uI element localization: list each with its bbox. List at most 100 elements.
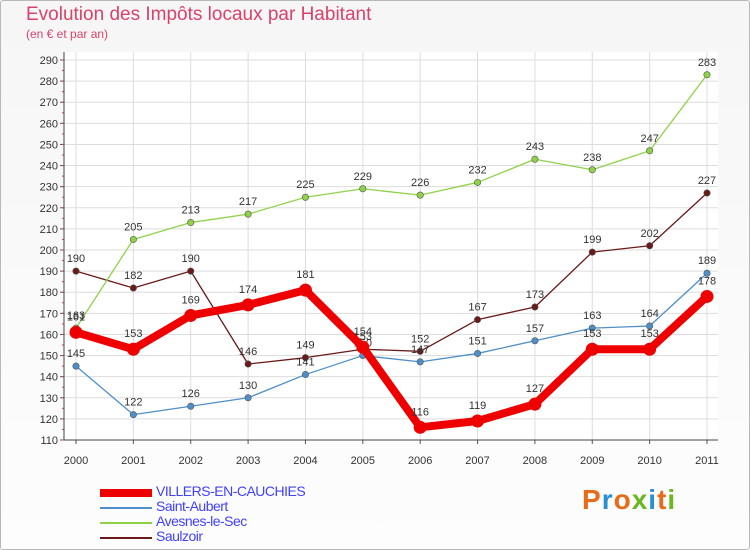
data-point xyxy=(531,155,539,163)
data-point xyxy=(646,242,654,250)
data-label: 199 xyxy=(583,234,601,246)
series-line-avesnes-le-sec xyxy=(75,74,708,329)
data-label: 147 xyxy=(411,344,429,356)
data-label: 202 xyxy=(640,228,658,240)
data-point xyxy=(187,219,195,227)
logo-letter: x xyxy=(631,484,649,515)
data-point xyxy=(356,340,370,354)
y-tick-label: 220 xyxy=(40,203,58,215)
x-tick-label: 2006 xyxy=(408,455,432,467)
data-point xyxy=(129,411,137,419)
x-tick-label: 2002 xyxy=(178,455,202,467)
data-point xyxy=(301,371,309,379)
legend-label: Saulzoir xyxy=(156,528,203,544)
data-label: 225 xyxy=(296,179,314,191)
data-point xyxy=(72,362,80,370)
data-label: 173 xyxy=(526,289,544,301)
series-line-saint-aubert xyxy=(75,272,708,416)
y-tick-label: 250 xyxy=(40,139,58,151)
y-tick-label: 280 xyxy=(40,76,58,88)
data-label: 154 xyxy=(354,326,372,338)
data-point xyxy=(474,178,482,186)
data-label: 205 xyxy=(124,221,142,233)
data-label: 161 xyxy=(67,311,85,323)
data-point xyxy=(703,189,711,197)
data-label: 152 xyxy=(411,333,429,345)
data-label: 243 xyxy=(526,141,544,153)
series-line-villers-en-cauchies xyxy=(72,286,711,432)
data-point xyxy=(359,185,367,193)
data-label: 283 xyxy=(698,57,716,69)
data-label: 146 xyxy=(239,346,257,358)
logo-letter: t xyxy=(657,484,668,515)
data-label: 122 xyxy=(124,397,142,409)
data-label: 126 xyxy=(182,388,200,400)
y-tick-label: 290 xyxy=(40,55,58,67)
data-point xyxy=(413,420,427,434)
y-tick-label: 270 xyxy=(40,97,58,109)
chart-subtitle: (en € et par an) xyxy=(26,27,109,41)
y-tick-label: 150 xyxy=(40,351,58,363)
data-label: 153 xyxy=(124,328,142,340)
data-point xyxy=(72,267,80,275)
legend-swatch xyxy=(100,522,152,524)
data-label: 226 xyxy=(411,177,429,189)
data-label: 189 xyxy=(698,255,716,267)
data-label: 153 xyxy=(583,328,601,340)
data-point xyxy=(531,303,539,311)
y-tick-label: 120 xyxy=(40,414,58,426)
data-label: 163 xyxy=(583,310,601,322)
data-label: 238 xyxy=(583,152,601,164)
data-point xyxy=(298,283,312,297)
x-tick-label: 2000 xyxy=(64,455,88,467)
x-tick-label: 2005 xyxy=(351,455,375,467)
series-line-saulzoir xyxy=(75,192,708,365)
logo-letter: r xyxy=(601,484,614,515)
y-tick-label: 180 xyxy=(40,287,58,299)
data-point xyxy=(703,269,711,277)
data-point xyxy=(643,342,657,356)
x-tick-label: 2004 xyxy=(293,455,317,467)
data-point xyxy=(531,337,539,345)
data-point xyxy=(700,289,714,303)
y-tick-label: 240 xyxy=(40,161,58,173)
data-point xyxy=(244,210,252,218)
data-label: 149 xyxy=(296,340,314,352)
data-label: 116 xyxy=(411,406,429,418)
logo-letter: P xyxy=(582,484,602,515)
data-label: 190 xyxy=(67,253,85,265)
data-label: 164 xyxy=(640,308,658,320)
data-label: 163 xyxy=(67,310,85,322)
x-tick-label: 2008 xyxy=(523,455,547,467)
data-label: 167 xyxy=(468,302,486,314)
data-label: 178 xyxy=(698,275,716,287)
data-point xyxy=(416,347,424,355)
data-label: 127 xyxy=(526,383,544,395)
data-label: 227 xyxy=(698,175,716,187)
legend-swatch xyxy=(100,537,152,539)
y-tick-label: 190 xyxy=(40,266,58,278)
data-point xyxy=(129,284,137,292)
y-tick-label: 160 xyxy=(40,329,58,341)
data-label: 153 xyxy=(640,328,658,340)
legend-label: VILLERS-EN-CAUCHIES xyxy=(156,483,306,499)
data-point xyxy=(244,394,252,402)
data-label: 217 xyxy=(239,196,257,208)
data-point xyxy=(585,342,599,356)
data-point xyxy=(588,324,596,332)
y-tick-label: 260 xyxy=(40,118,58,130)
y-tick-label: 210 xyxy=(40,224,58,236)
x-tick-label: 2009 xyxy=(580,455,604,467)
data-label: 229 xyxy=(354,171,372,183)
data-point xyxy=(241,298,255,312)
legend-label: Avesnes-le-Sec xyxy=(156,513,247,529)
data-label: 157 xyxy=(526,323,544,335)
y-tick-label: 230 xyxy=(40,182,58,194)
logo-letter: i xyxy=(648,484,658,515)
proxiti-logo: Proxiti xyxy=(582,484,676,516)
data-label: 247 xyxy=(640,133,658,145)
logo-letter: o xyxy=(613,484,632,515)
data-point xyxy=(69,325,83,339)
data-point xyxy=(184,308,198,322)
